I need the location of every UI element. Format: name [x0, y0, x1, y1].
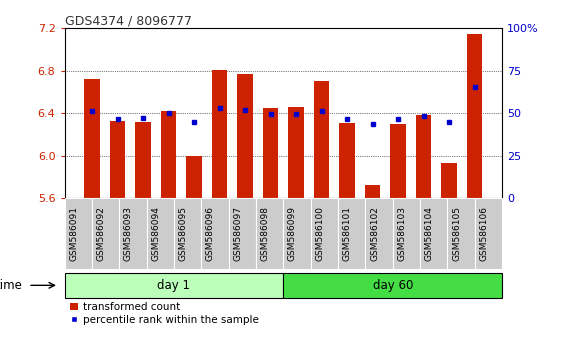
Bar: [339, 123, 355, 198]
Text: GSM586102: GSM586102: [370, 206, 379, 261]
Bar: [442, 163, 457, 198]
Bar: [186, 156, 202, 198]
Text: GSM586100: GSM586100: [315, 206, 324, 261]
Text: GSM586097: GSM586097: [233, 206, 242, 261]
Text: GSM586098: GSM586098: [261, 206, 270, 261]
Bar: [84, 79, 100, 198]
Bar: [467, 34, 482, 198]
Text: GSM586091: GSM586091: [69, 206, 78, 261]
Text: GSM586094: GSM586094: [151, 206, 160, 261]
Text: GSM586104: GSM586104: [425, 206, 434, 261]
Bar: [135, 122, 151, 198]
Bar: [365, 185, 380, 198]
Bar: [237, 74, 252, 198]
Text: day 60: day 60: [373, 279, 413, 292]
Bar: [110, 121, 125, 198]
Bar: [212, 70, 227, 198]
Text: GSM586092: GSM586092: [96, 206, 105, 261]
Bar: [288, 107, 304, 198]
Text: day 1: day 1: [158, 279, 190, 292]
Bar: [263, 108, 278, 198]
Text: time: time: [0, 279, 22, 292]
Text: GSM586099: GSM586099: [288, 206, 297, 261]
Text: GSM586095: GSM586095: [178, 206, 187, 261]
Bar: [416, 115, 431, 198]
Text: GSM586106: GSM586106: [480, 206, 489, 261]
Bar: [314, 81, 329, 198]
Text: GDS4374 / 8096777: GDS4374 / 8096777: [65, 14, 191, 27]
Text: GSM586096: GSM586096: [206, 206, 215, 261]
Text: GSM586101: GSM586101: [343, 206, 352, 261]
Bar: [161, 111, 176, 198]
Text: GSM586093: GSM586093: [124, 206, 133, 261]
Legend: transformed count, percentile rank within the sample: transformed count, percentile rank withi…: [70, 302, 259, 325]
Bar: [390, 124, 406, 198]
Text: GSM586105: GSM586105: [452, 206, 461, 261]
Text: GSM586103: GSM586103: [397, 206, 406, 261]
